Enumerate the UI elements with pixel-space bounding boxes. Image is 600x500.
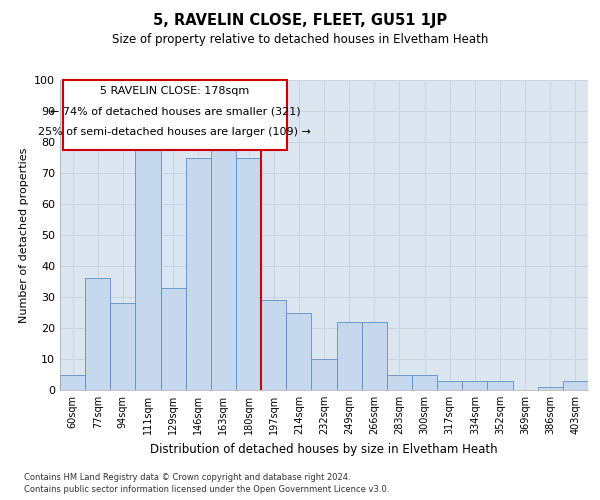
FancyBboxPatch shape bbox=[62, 80, 287, 150]
Bar bbox=[186, 158, 211, 390]
Bar bbox=[362, 322, 387, 390]
Bar bbox=[387, 374, 412, 390]
Bar bbox=[337, 322, 362, 390]
Bar bbox=[236, 158, 261, 390]
Text: Size of property relative to detached houses in Elvetham Heath: Size of property relative to detached ho… bbox=[112, 32, 488, 46]
Bar bbox=[136, 142, 161, 390]
Text: 5, RAVELIN CLOSE, FLEET, GU51 1JP: 5, RAVELIN CLOSE, FLEET, GU51 1JP bbox=[153, 12, 447, 28]
Bar bbox=[85, 278, 110, 390]
Bar bbox=[437, 380, 462, 390]
Text: ← 74% of detached houses are smaller (321): ← 74% of detached houses are smaller (32… bbox=[50, 106, 300, 117]
Bar bbox=[563, 380, 588, 390]
Y-axis label: Number of detached properties: Number of detached properties bbox=[19, 148, 29, 322]
Bar bbox=[538, 387, 563, 390]
Bar bbox=[161, 288, 186, 390]
Text: 25% of semi-detached houses are larger (109) →: 25% of semi-detached houses are larger (… bbox=[38, 126, 311, 136]
Text: Contains HM Land Registry data © Crown copyright and database right 2024.: Contains HM Land Registry data © Crown c… bbox=[24, 474, 350, 482]
Bar bbox=[462, 380, 487, 390]
Bar bbox=[311, 359, 337, 390]
Bar bbox=[211, 148, 236, 390]
Text: Contains public sector information licensed under the Open Government Licence v3: Contains public sector information licen… bbox=[24, 485, 389, 494]
Bar bbox=[261, 300, 286, 390]
Bar bbox=[286, 312, 311, 390]
Bar bbox=[487, 380, 512, 390]
Bar bbox=[110, 303, 136, 390]
Bar bbox=[412, 374, 437, 390]
Text: 5 RAVELIN CLOSE: 178sqm: 5 RAVELIN CLOSE: 178sqm bbox=[100, 86, 250, 96]
Bar bbox=[60, 374, 85, 390]
X-axis label: Distribution of detached houses by size in Elvetham Heath: Distribution of detached houses by size … bbox=[150, 442, 498, 456]
